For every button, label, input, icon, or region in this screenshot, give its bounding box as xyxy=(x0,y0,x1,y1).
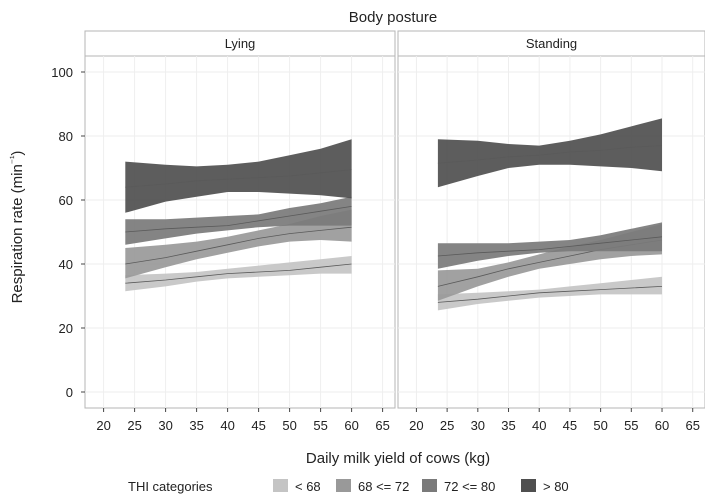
x-tick-label: 55 xyxy=(624,418,638,433)
series-2-band xyxy=(125,209,352,279)
y-tick-label: 60 xyxy=(59,193,73,208)
series-4-fit-line xyxy=(437,145,663,164)
y-axis-unit-close: ) xyxy=(9,151,26,156)
legend-label-2: 68 <= 72 xyxy=(358,479,409,494)
x-tick-label: 35 xyxy=(189,418,203,433)
x-tick-label: 35 xyxy=(501,418,515,433)
x-tick-label: 45 xyxy=(251,418,265,433)
x-tick-label: 50 xyxy=(282,418,296,433)
x-tick-label: 65 xyxy=(375,418,389,433)
series-1-fit-line xyxy=(437,286,663,303)
x-tick-label: 20 xyxy=(409,418,423,433)
series-4-band xyxy=(437,118,662,188)
series-4-band xyxy=(125,139,352,213)
panel-lying: Lying 20 25 30 35 40 45 50 55 60 65 0 20 40 60 80 100 xyxy=(51,30,396,433)
legend-label-1: < 68 xyxy=(295,479,321,494)
series-3-fit-line xyxy=(437,236,663,257)
x-tick-label: 60 xyxy=(344,418,358,433)
panel-strip xyxy=(397,30,705,57)
y-axis-unit-exponent: ⁻¹ xyxy=(9,155,20,164)
legend-swatch-2 xyxy=(336,479,351,492)
legend-swatch-3 xyxy=(422,479,437,492)
series-1-band xyxy=(437,276,662,311)
series-4-fit-line xyxy=(125,169,352,188)
x-tick-label: 25 xyxy=(127,418,141,433)
x-tick-label: 55 xyxy=(313,418,327,433)
x-tick-label: 60 xyxy=(655,418,669,433)
series-1-fit-line xyxy=(125,263,352,284)
x-tick-label: 65 xyxy=(685,418,699,433)
legend-title: THI categories xyxy=(128,479,213,494)
series-1-band xyxy=(125,256,352,292)
legend-label-3: 72 <= 80 xyxy=(444,479,495,494)
x-tick-label: 40 xyxy=(532,418,546,433)
x-tick-label: 25 xyxy=(440,418,454,433)
panel-strip-label: Lying xyxy=(225,36,256,51)
y-tick-label: 20 xyxy=(59,321,73,336)
series-2-fit-line xyxy=(125,226,352,265)
legend: < 68 68 <= 72 72 <= 80 > 80 xyxy=(273,479,569,494)
legend-label-4: > 80 xyxy=(543,479,569,494)
legend-swatch-1 xyxy=(273,479,288,492)
x-tick-label: 30 xyxy=(471,418,485,433)
x-tick-label: 20 xyxy=(96,418,110,433)
panel-strip-label: Standing xyxy=(526,36,577,51)
y-tick-label: 40 xyxy=(59,257,73,272)
chart-title: Body posture xyxy=(349,9,437,26)
x-tick-label: 45 xyxy=(563,418,577,433)
y-tick-label: 80 xyxy=(59,129,73,144)
legend-swatch-4 xyxy=(521,479,536,492)
x-tick-label: 40 xyxy=(220,418,234,433)
panel-standing: Standing 20 25 30 35 40 45 50 55 60 65 xyxy=(397,30,705,433)
panels-group: Lying 20 25 30 35 40 45 50 55 60 65 0 20 40 60 80 100 Sta… xyxy=(51,30,705,433)
x-tick-label: 30 xyxy=(158,418,172,433)
y-tick-label: 0 xyxy=(66,385,73,400)
x-tick-label: 50 xyxy=(593,418,607,433)
series-3-fit-line xyxy=(125,206,352,233)
x-axis-title: Daily milk yield of cows (kg) xyxy=(306,450,490,467)
series-3-band xyxy=(437,222,662,269)
series-3-band xyxy=(125,196,352,245)
y-tick-label: 100 xyxy=(51,65,73,80)
y-axis-title: Respiration rate (min⁻¹) xyxy=(9,151,27,304)
